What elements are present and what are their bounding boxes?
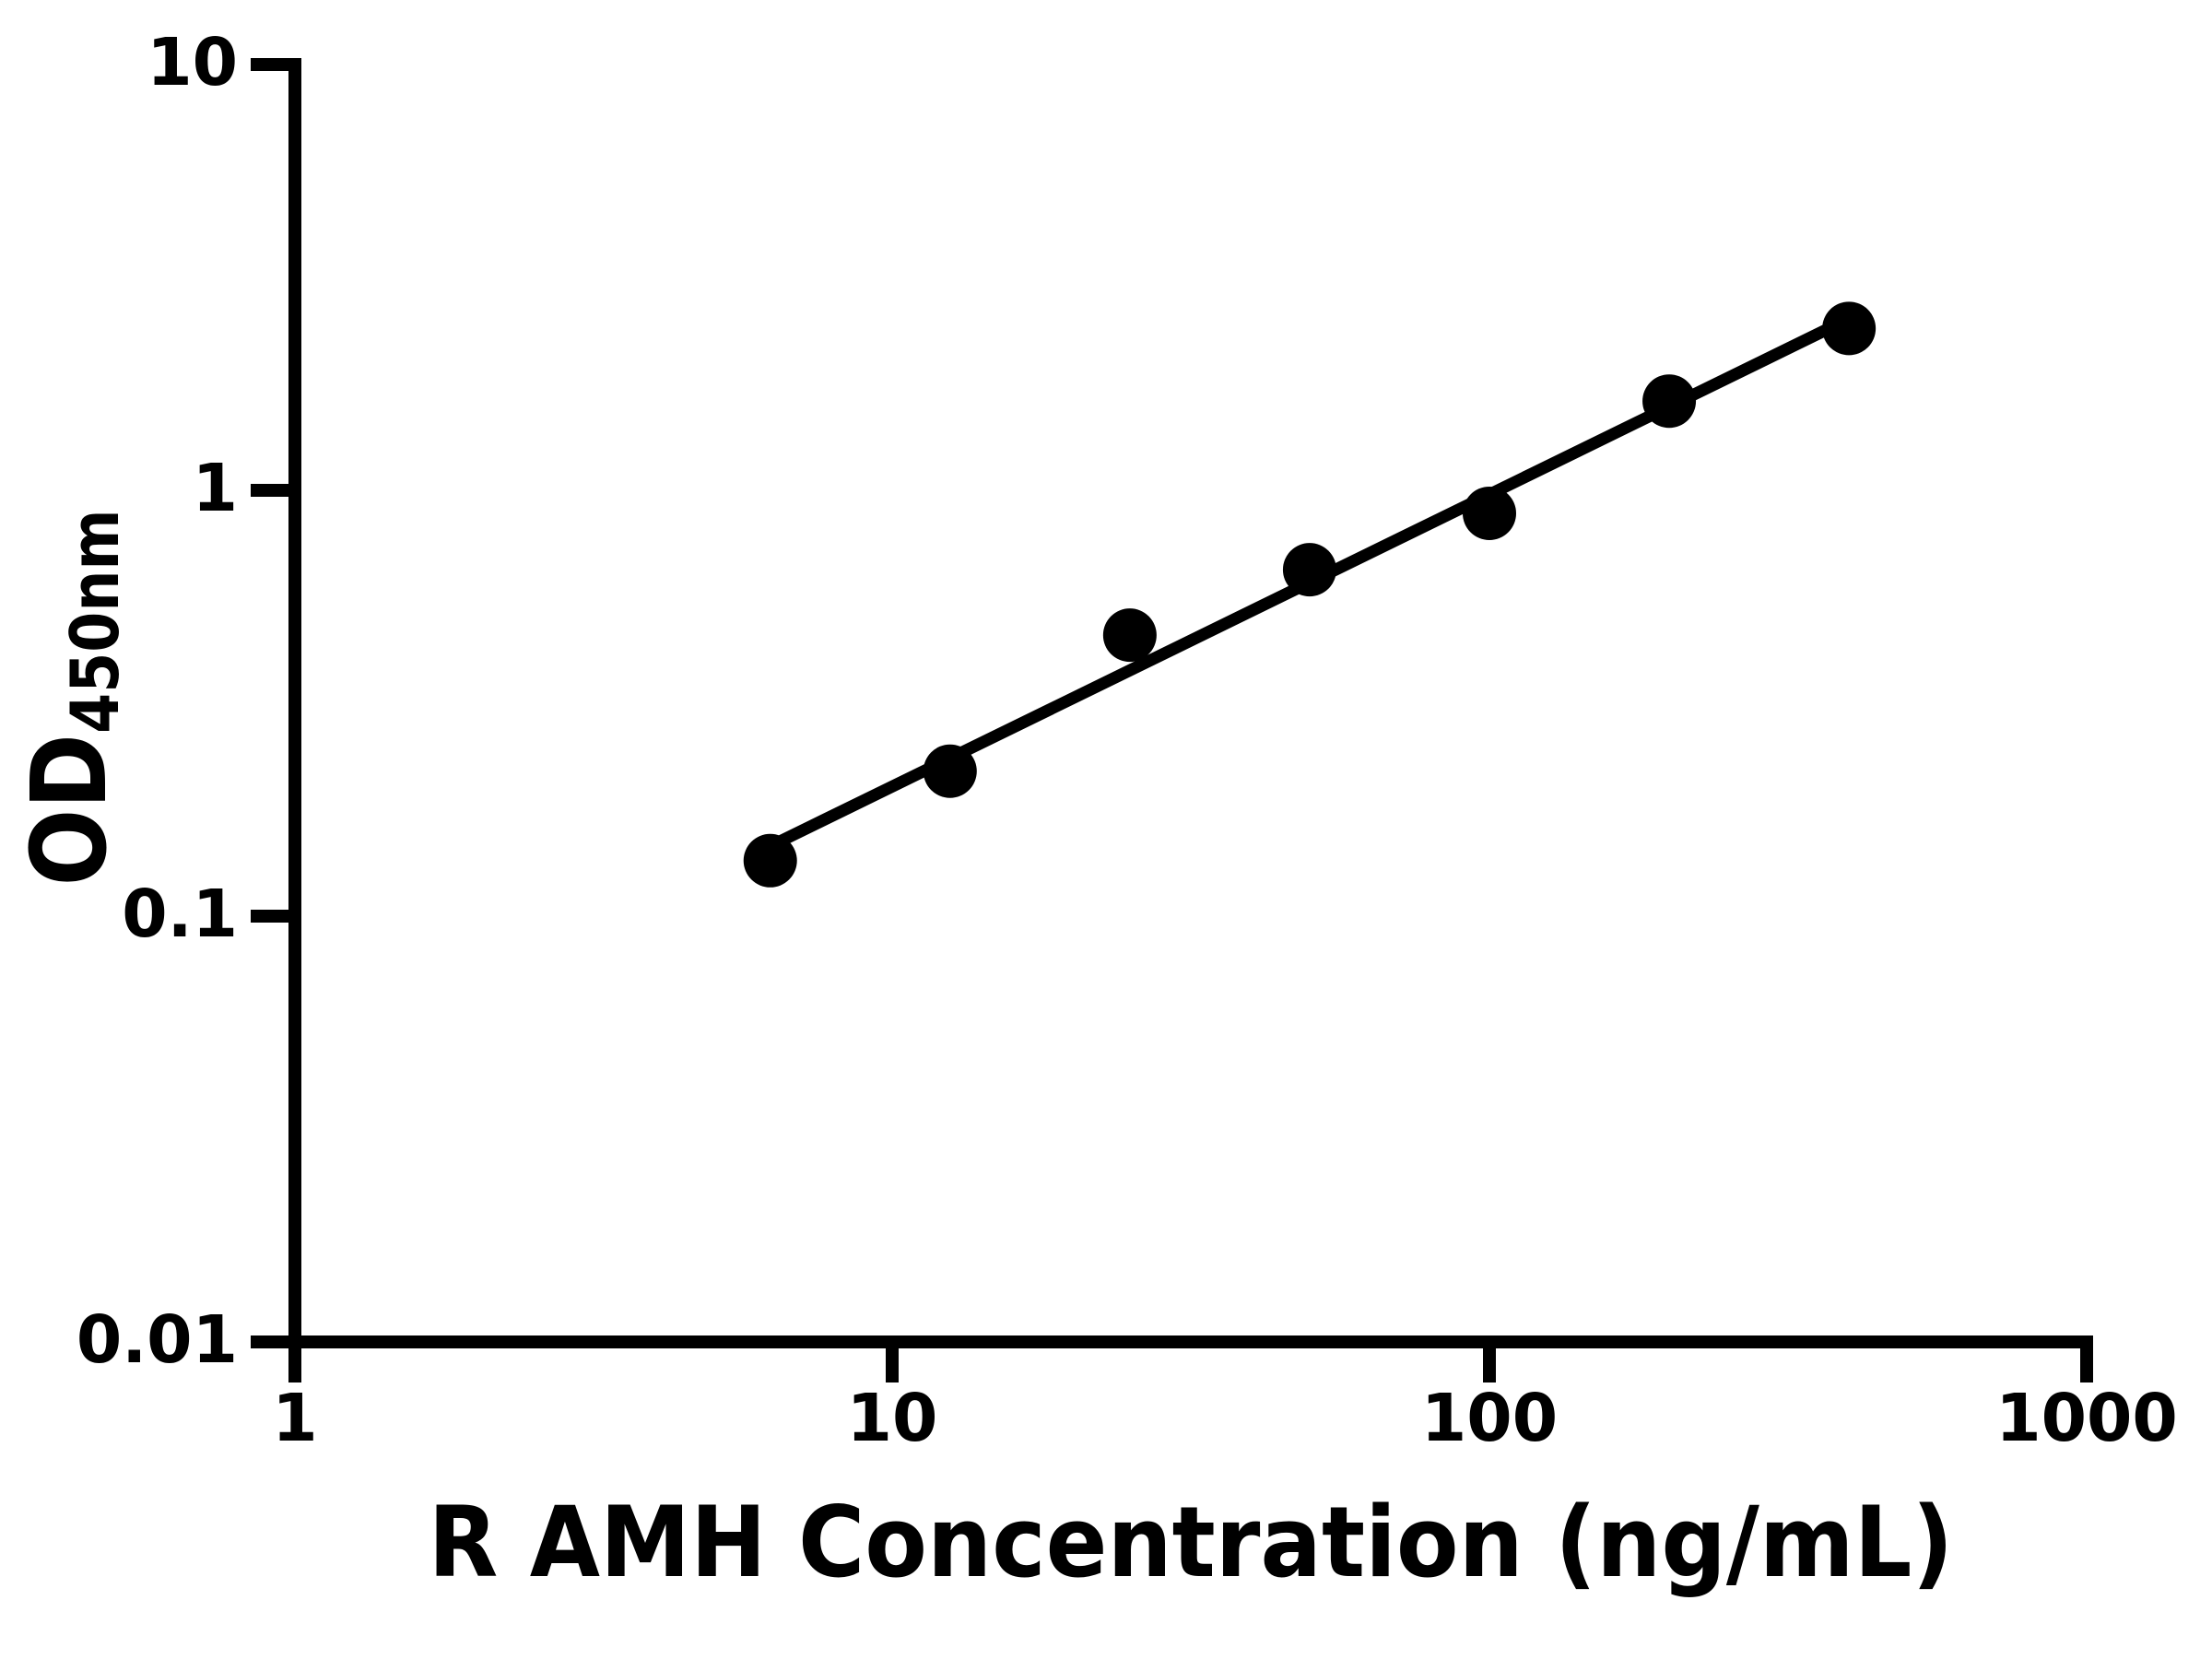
y-tick-label: 0.01 xyxy=(76,1301,238,1379)
data-point xyxy=(1822,301,1877,356)
data-point xyxy=(1282,543,1336,597)
data-point xyxy=(1102,608,1157,663)
axes xyxy=(251,58,2093,1382)
data-point xyxy=(1642,374,1697,429)
y-axis-title-main: OD xyxy=(10,733,130,887)
y-axis-title-subscript: 450nm xyxy=(56,509,134,734)
x-tick-label: 1000 xyxy=(1995,1380,2178,1456)
y-axis-title-text: OD450nm xyxy=(10,510,134,887)
x-tick-label: 1 xyxy=(272,1380,318,1456)
x-tick-label: 100 xyxy=(1420,1380,1559,1456)
y-tick-label: 10 xyxy=(147,24,238,101)
y-tick-label: 0.1 xyxy=(122,876,238,953)
data-point xyxy=(923,744,977,798)
x-axis-title-text: R AMH Concentration (ng/mL) xyxy=(428,1486,1954,1599)
data-points xyxy=(743,301,1877,888)
data-point xyxy=(743,833,797,888)
y-axis-title: OD450nm xyxy=(10,484,134,912)
x-axis-title: R AMH Concentration (ng/mL) xyxy=(371,1486,2011,1599)
x-tick-label: 10 xyxy=(846,1380,938,1456)
data-point xyxy=(1463,486,1516,540)
y-tick-label: 1 xyxy=(192,450,238,527)
